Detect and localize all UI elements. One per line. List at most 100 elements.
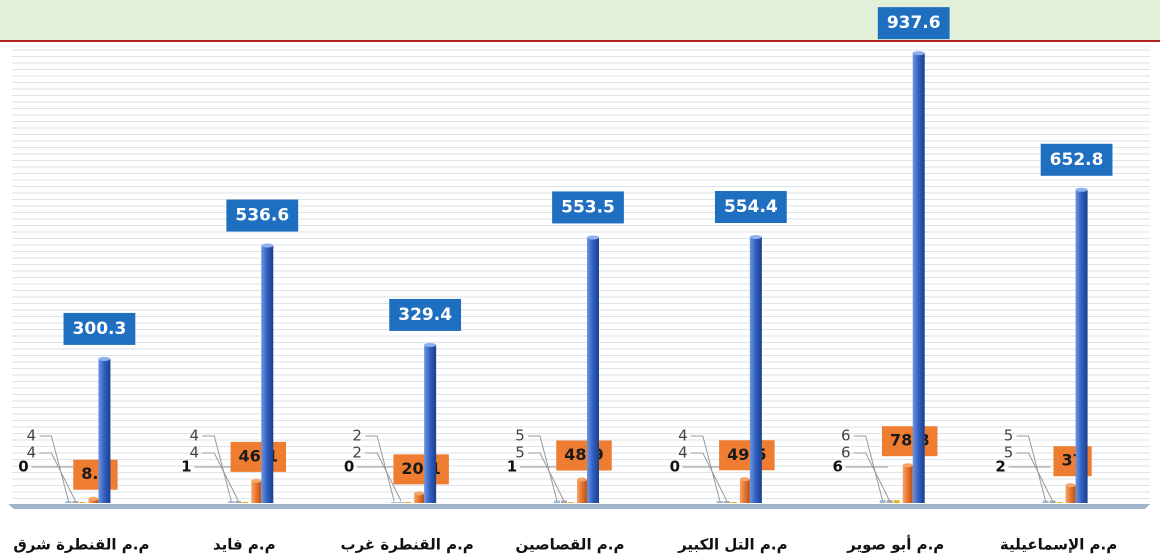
small-bar <box>730 502 737 503</box>
small-bar <box>398 502 405 503</box>
data-label: 0 <box>18 458 28 476</box>
floor <box>8 504 1150 509</box>
label-box <box>556 440 612 471</box>
label-box <box>877 7 950 40</box>
x-tick-label: م.م القصاصين <box>515 536 624 554</box>
data-label: 1 <box>181 458 191 476</box>
small-bar <box>79 502 86 503</box>
data-label: 937.6 <box>887 13 941 33</box>
bar-cap <box>912 51 925 56</box>
label-box <box>1040 143 1113 176</box>
small-bar <box>893 500 900 503</box>
bar-cap <box>261 243 274 248</box>
small-bar <box>65 501 72 503</box>
bar <box>902 465 913 503</box>
bar <box>414 493 425 503</box>
bar <box>912 53 925 503</box>
bar <box>577 479 587 503</box>
x-tick-label: م.م الإسماعيلية <box>1000 536 1117 554</box>
bar-cap <box>251 478 262 483</box>
leader-line <box>1016 435 1047 502</box>
small-bar <box>405 502 412 503</box>
leader-line <box>1016 452 1054 502</box>
leader-line <box>853 435 884 502</box>
data-label: 5 <box>1004 444 1014 462</box>
leader-line <box>39 452 76 502</box>
leader-line <box>365 435 395 502</box>
bar-cap <box>902 463 913 468</box>
label-box <box>230 441 287 472</box>
leader-line <box>853 452 891 502</box>
bar-cap <box>749 235 762 240</box>
bar-cap <box>88 496 99 501</box>
bar <box>88 498 99 503</box>
x-tick-label: م.م فايد <box>213 536 276 554</box>
bar-cap <box>98 356 111 361</box>
label-box <box>389 298 462 331</box>
data-label: 329.4 <box>398 305 452 325</box>
bar <box>587 237 599 504</box>
bar-cap <box>1065 483 1076 488</box>
data-label: 2 <box>352 444 362 462</box>
data-label: 5 <box>515 427 525 445</box>
data-label: 4 <box>27 427 37 445</box>
small-bar <box>723 501 730 503</box>
small-bar <box>72 501 79 503</box>
small-bar <box>886 500 893 503</box>
bar <box>1065 485 1076 503</box>
small-bar <box>235 501 242 503</box>
x-tick-label: م.م أبو صوير <box>846 535 944 554</box>
leader-line <box>528 435 558 502</box>
data-label: 4 <box>678 427 688 445</box>
data-label: 536.6 <box>235 206 289 226</box>
data-label: 1 <box>507 458 517 476</box>
data-label: 0 <box>670 458 680 476</box>
leader-line <box>528 452 565 502</box>
data-label: 4 <box>190 444 200 462</box>
leader-line <box>365 452 402 502</box>
bar-cap <box>739 477 750 482</box>
x-tick-label: م.م القنطرة شرق <box>13 536 149 554</box>
background-grid <box>12 49 1150 499</box>
small-bar <box>554 500 560 503</box>
data-label: 2 <box>995 458 1005 476</box>
data-label: 4 <box>678 444 688 462</box>
bar-cap <box>577 477 587 482</box>
label-box <box>719 440 775 471</box>
small-bar <box>716 501 723 503</box>
data-label: 5 <box>1004 427 1014 445</box>
small-bar <box>1042 500 1049 503</box>
label-box <box>714 191 787 224</box>
bar <box>739 479 750 503</box>
data-label: 554.4 <box>724 197 778 217</box>
small-bar <box>1049 500 1056 503</box>
leader-line <box>202 435 232 502</box>
label-box <box>881 426 938 457</box>
bar-cap <box>1075 187 1088 192</box>
data-label: 0 <box>344 458 354 476</box>
small-bar <box>242 502 249 503</box>
small-bar <box>228 501 235 503</box>
data-label: 300.3 <box>73 319 127 339</box>
small-bar <box>561 500 567 503</box>
data-label: 6 <box>832 458 842 476</box>
leader-line <box>690 435 721 502</box>
small-bar <box>1056 502 1063 503</box>
label-box <box>552 191 624 224</box>
bar <box>261 245 274 503</box>
small-bar <box>568 502 574 503</box>
small-bar <box>391 502 398 503</box>
leader-line <box>39 435 69 502</box>
x-tick-label: م.م القنطرة غرب <box>341 536 474 554</box>
data-label: 6 <box>841 427 851 445</box>
label-box <box>393 454 449 485</box>
bar <box>98 358 111 503</box>
bar-cap <box>587 235 599 240</box>
leader-line <box>690 452 728 502</box>
leader-line <box>202 452 239 502</box>
x-tick-label: م.م التل الكبير <box>677 536 788 554</box>
data-label: 4 <box>27 444 37 462</box>
header-band <box>0 0 1160 40</box>
data-label: 5 <box>515 444 525 462</box>
